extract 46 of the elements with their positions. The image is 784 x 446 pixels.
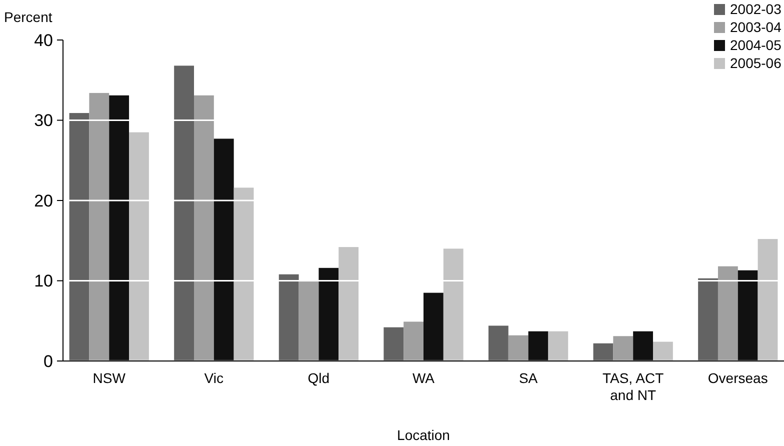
y-tick-label: 40 xyxy=(34,30,53,50)
y-tick-label: 10 xyxy=(34,272,53,291)
bar xyxy=(298,280,319,361)
x-tick-label: Overseas xyxy=(708,370,768,386)
x-tick-label: Vic xyxy=(204,370,224,386)
bar xyxy=(593,343,614,361)
bar xyxy=(194,95,214,361)
bar xyxy=(633,331,654,361)
bar xyxy=(338,247,359,361)
bar xyxy=(278,274,299,361)
bar xyxy=(758,239,778,361)
bar xyxy=(488,326,508,361)
bar xyxy=(69,113,90,361)
legend-label: 2005-06 xyxy=(730,55,782,71)
bar xyxy=(404,322,424,361)
legend-label: 2003-04 xyxy=(730,19,782,35)
bar xyxy=(548,331,568,361)
bar xyxy=(214,138,234,361)
bar xyxy=(424,292,444,361)
x-tick-label: TAS, ACT and NT xyxy=(602,370,664,403)
y-tick-label: 20 xyxy=(34,191,53,210)
bar xyxy=(174,66,194,361)
bar xyxy=(613,336,634,361)
legend-label: 2002-03 xyxy=(730,1,782,17)
bar xyxy=(129,132,149,361)
bar xyxy=(698,278,718,361)
y-tick-label: 30 xyxy=(34,111,53,130)
x-tick-label: SA xyxy=(518,370,538,386)
y-tick-label: 0 xyxy=(44,352,53,371)
bar xyxy=(528,331,548,361)
legend-label: 2004-05 xyxy=(730,37,782,53)
x-tick-label: WA xyxy=(412,370,436,386)
x-tick-label: Qld xyxy=(308,370,330,386)
bar xyxy=(89,92,110,361)
bar xyxy=(653,342,673,361)
bar xyxy=(508,335,528,361)
bar xyxy=(384,327,404,361)
bar xyxy=(718,266,738,361)
bar xyxy=(738,270,758,361)
bar xyxy=(318,268,339,361)
y-axis-title: Percent xyxy=(4,9,52,25)
x-tick-label: NSW xyxy=(92,370,126,386)
bar xyxy=(234,188,254,361)
bar xyxy=(443,248,464,361)
bar xyxy=(109,95,130,361)
x-axis-title: Location xyxy=(397,427,450,443)
